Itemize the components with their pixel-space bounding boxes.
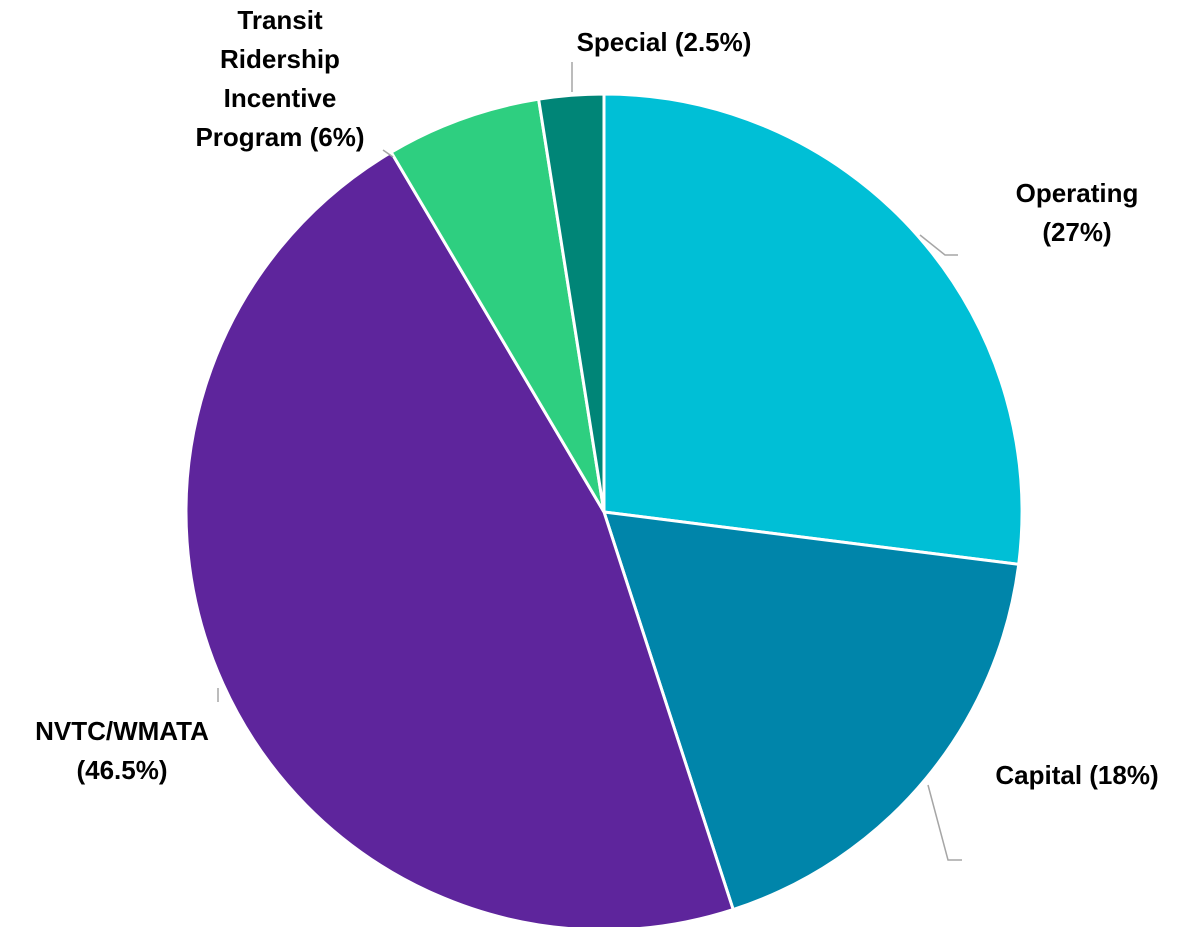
pie-slice — [601, 510, 1021, 912]
pie-slice — [602, 92, 1024, 567]
pie-slice — [389, 97, 606, 513]
label-line: Incentive — [224, 83, 337, 113]
slice-label: NVTC/WMATA (46.5%) — [35, 716, 209, 785]
label-line: Special (2.5%) — [577, 27, 752, 57]
leader-line — [927, 784, 962, 861]
label-line: NVTC/WMATA — [35, 716, 209, 746]
label-line: Program (6%) — [195, 122, 364, 152]
leader-line — [382, 149, 394, 158]
label-line: Operating — [1016, 178, 1139, 208]
pie-slice — [536, 92, 606, 513]
leader-line — [919, 234, 958, 256]
slice-label: Special (2.5%) — [577, 27, 752, 57]
label-line: (27%) — [1042, 217, 1111, 247]
label-line: Ridership — [220, 44, 340, 74]
label-line: Capital (18%) — [995, 760, 1158, 790]
label-line: Transit — [237, 5, 323, 35]
slice-label: Transit Ridership Incentive Program (6%) — [195, 5, 364, 152]
label-line: (46.5%) — [76, 755, 167, 785]
slice-label: Capital (18%) — [995, 760, 1158, 790]
slice-label: Operating (27%) — [1016, 178, 1139, 247]
